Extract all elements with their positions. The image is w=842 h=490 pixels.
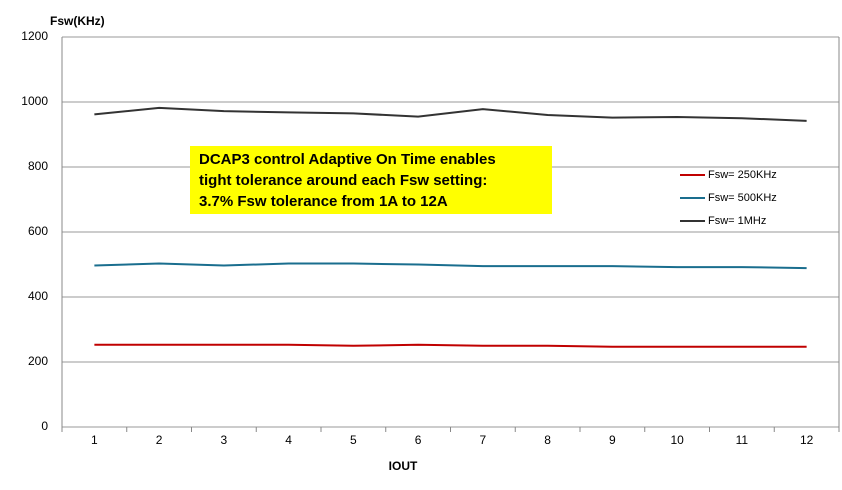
- y-tick-label: 1000: [21, 94, 48, 108]
- x-tick-label: 8: [544, 433, 551, 447]
- y-tick-label: 400: [28, 289, 48, 303]
- x-tick-label: 7: [480, 433, 487, 447]
- x-tick-label: 6: [415, 433, 422, 447]
- annotation-text: 3.7% Fsw tolerance from 1A to 12A: [199, 193, 448, 210]
- series-line: [94, 343, 807, 348]
- annotation-text: DCAP3 control Adaptive On Time enables: [199, 151, 496, 168]
- x-axis-label: IOUT: [389, 459, 418, 473]
- legend-label: Fsw= 500KHz: [708, 192, 777, 204]
- y-tick-label: 200: [28, 354, 48, 368]
- x-tick-label: 9: [609, 433, 616, 447]
- series-line: [94, 262, 807, 270]
- annotation-text: tight tolerance around each Fsw setting:: [199, 172, 487, 189]
- annotation-box: [190, 146, 552, 214]
- x-tick-label: 11: [736, 433, 749, 447]
- y-tick-label: 800: [28, 159, 48, 173]
- legend-label: Fsw= 250KHz: [708, 169, 777, 181]
- legend-label: Fsw= 1MHz: [708, 215, 766, 227]
- series-line: [94, 106, 807, 122]
- y-tick-label: 600: [28, 224, 48, 238]
- y-tick-label: 1200: [21, 29, 48, 43]
- y-tick-label: 0: [41, 419, 48, 433]
- x-tick-label: 10: [670, 433, 684, 447]
- x-tick-label: 3: [221, 433, 228, 447]
- x-tick-label: 5: [350, 433, 357, 447]
- x-tick-label: 1: [91, 433, 98, 447]
- x-tick-label: 4: [285, 433, 292, 447]
- x-tick-label: 12: [800, 433, 814, 447]
- chart-title: Fsw(KHz): [50, 14, 105, 28]
- x-tick-label: 2: [156, 433, 163, 447]
